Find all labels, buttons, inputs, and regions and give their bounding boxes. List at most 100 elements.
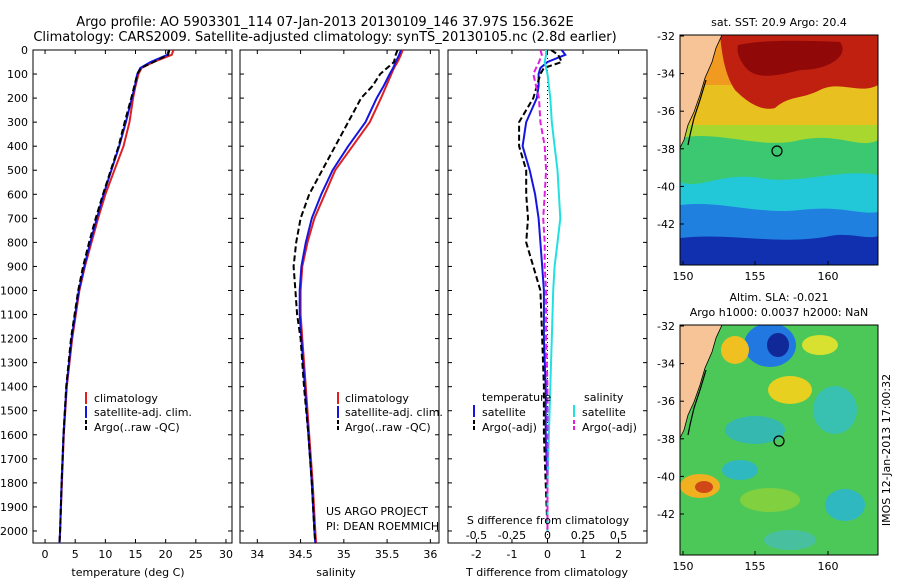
s-difference-xlabel: S difference from climatology [467, 514, 630, 527]
map-x-tick-label: 155 [745, 270, 766, 283]
map-y-tick-label: -32 [657, 30, 675, 43]
sla-map-ticks: 150 155 160 -32 -34 -36 -38 -40 -42 [657, 320, 838, 573]
x-tick-label: 0 [544, 548, 551, 561]
depth-tick-label: 1300 [0, 357, 28, 370]
series-line-satellite-adj-clim- [298, 50, 402, 543]
depth-tick-label: 1400 [0, 381, 28, 394]
sla-map-field [680, 325, 878, 555]
salinity-panel-frame [239, 49, 440, 544]
figure-title-line1: Argo profile: AO 5903301_114 07-Jan-2013… [76, 15, 574, 30]
legend-label-s-argo: Argo(-adj) [582, 421, 637, 434]
x-tick-label: -1 [506, 548, 517, 561]
sst-map-ticks: 150 155 160 -32 -34 -36 -38 -40 -42 [657, 30, 838, 283]
map-y-tick-label: -40 [657, 470, 675, 483]
sst-map-field [680, 35, 878, 265]
depth-tick-label: 1900 [0, 501, 28, 514]
sla-map-title2: Argo h1000: 0.0037 h2000: NaN [690, 306, 869, 319]
t-difference-xlabel: T difference from climatology [465, 566, 628, 579]
map-y-tick-label: -34 [657, 358, 675, 371]
x-tick-label: 1 [580, 548, 587, 561]
map-x-tick-label: 160 [818, 560, 839, 573]
imos-side-label: IMOS 12-Jan-2013 17:00:32 [880, 374, 893, 526]
legend-label-t-argo: Argo(-adj) [482, 421, 537, 434]
legend-label-s-satellite: satellite [582, 406, 626, 419]
depth-tick-label: 1600 [0, 429, 28, 442]
map-y-tick-label: -38 [657, 433, 675, 446]
depth-axis: 0 100 200 300 400 500 600 700 800 900 1000 1100 1200… [0, 44, 647, 538]
series-line-satellite-adj-clim- [58, 50, 170, 543]
series-line-climatology [299, 50, 404, 543]
x-tick-label: 34 [250, 548, 264, 561]
legend-label-t-satellite: satellite [482, 406, 526, 419]
depth-tick-label: 800 [7, 236, 28, 249]
series-line-s-argo-adj- [532, 50, 549, 531]
x-tick-label: 34.5 [288, 548, 313, 561]
sla-map-title1: Altim. SLA: -0.021 [729, 291, 828, 304]
x-tick-label: 10 [98, 548, 112, 561]
series-line-t-satellite [521, 50, 567, 531]
x-tick-label: 30 [219, 548, 233, 561]
x-tick-label: 35.5 [375, 548, 400, 561]
s-axis-tick-label: 0.5 [610, 529, 628, 542]
x-tick-label: 35 [337, 548, 351, 561]
s-axis-tick-label: -0.5 [466, 529, 487, 542]
x-tick-label: 36 [423, 548, 437, 561]
map-y-tick-label: -36 [657, 105, 675, 118]
map-y-tick-label: -40 [657, 180, 675, 193]
depth-tick-label: 900 [7, 260, 28, 273]
salinity-panel: 34 34.5 35 35.5 36 [250, 50, 437, 561]
depth-tick-label: 300 [7, 116, 28, 129]
depth-tick-label: 1700 [0, 453, 28, 466]
map-y-tick-label: -36 [657, 395, 675, 408]
map-y-tick-label: -38 [657, 143, 675, 156]
x-tick-label: 0 [42, 548, 49, 561]
temperature-panel: 0 5 10 15 20 25 30 [42, 50, 233, 561]
series-line-argo-raw-qc- [58, 50, 171, 543]
depth-tick-label: 600 [7, 188, 28, 201]
s-axis-tick-label: 0 [544, 529, 551, 542]
depth-tick-label: 500 [7, 164, 28, 177]
temperature-legend: climatology satellite-adj. clim. Argo(..… [85, 392, 192, 434]
legend-label-argo: Argo(..raw -QC) [345, 421, 431, 434]
depth-tick-label: 100 [7, 68, 28, 81]
x-tick-label: 5 [72, 548, 79, 561]
difference-panel: -2 -1 0 1 2 -0.5 -0.25 0 0.25 0.5 [466, 50, 628, 561]
x-tick-label: -2 [471, 548, 482, 561]
x-tick-label: 25 [189, 548, 203, 561]
x-tick-label: 2 [615, 548, 622, 561]
sst-map-title: sat. SST: 20.9 Argo: 20.4 [711, 16, 847, 29]
salinity-legend: climatology satellite-adj. clim. Argo(..… [337, 392, 443, 434]
map-y-tick-label: -42 [657, 508, 675, 521]
s-axis-tick-label: 0.25 [571, 529, 596, 542]
map-x-tick-label: 160 [818, 270, 839, 283]
legend-title-temperature: temperature [482, 391, 551, 404]
figure-title-line2: Climatology: CARS2009. Satellite-adjuste… [33, 30, 617, 45]
depth-tick-label: 700 [7, 212, 28, 225]
argo-float-marker [773, 435, 785, 447]
project-annotation: US ARGO PROJECT [326, 505, 428, 518]
legend-label-climatology: climatology [94, 392, 158, 405]
depth-tick-label: 400 [7, 140, 28, 153]
legend-title-salinity: salinity [584, 391, 624, 404]
map-x-tick-label: 155 [745, 560, 766, 573]
map-y-tick-label: -32 [657, 320, 675, 333]
salinity-xlabel: salinity [316, 566, 356, 579]
series-line-t-argo-adj- [518, 50, 564, 532]
legend-label-satellite: satellite-adj. clim. [345, 406, 443, 419]
sla-map: Altim. SLA: -0.021 Argo h1000: 0.0037 h2… [657, 291, 893, 573]
legend-label-climatology: climatology [345, 392, 409, 405]
temperature-panel-frame [32, 49, 233, 544]
depth-tick-label: 1200 [0, 333, 28, 346]
series-line-s-satellite [543, 50, 562, 531]
temperature-xlabel: temperature (deg C) [71, 566, 184, 579]
difference-legend: temperature salinity satellite Argo(-adj… [473, 391, 637, 434]
depth-tick-label: 1000 [0, 284, 28, 297]
legend-label-argo: Argo(..raw -QC) [94, 421, 180, 434]
map-x-tick-label: 150 [673, 560, 694, 573]
s-axis-tick-label: -0.25 [498, 529, 526, 542]
map-y-tick-label: -34 [657, 68, 675, 81]
sst-map: sat. SST: 20.9 Argo: 20.4 150 155 160 -32 -3… [657, 16, 879, 283]
depth-tick-label: 1100 [0, 309, 28, 322]
